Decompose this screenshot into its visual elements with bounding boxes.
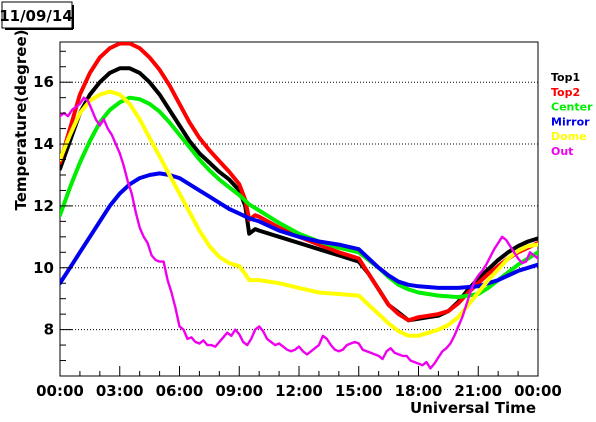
- series-line-dome: [60, 89, 538, 338]
- x-tick-label: 06:00: [156, 382, 204, 400]
- x-axis-title: Universal Time: [410, 399, 536, 417]
- x-tick-label: 12:00: [275, 382, 323, 400]
- x-tick-label: 00:00: [36, 382, 84, 400]
- x-tick-label: 21:00: [454, 382, 502, 400]
- date-label: 11/09/14: [0, 7, 73, 25]
- series-line-mirror: [60, 171, 538, 290]
- x-tick-label: 03:00: [96, 382, 144, 400]
- series-group: [60, 42, 538, 370]
- axes: 8 10 12 14 16 00:00 03:00 06:00 09:00 12:00 15:00 1…: [33, 50, 562, 400]
- y-tick-label: 8: [44, 321, 54, 339]
- y-tick-label: 16: [33, 73, 54, 91]
- legend-label-center: Center: [551, 101, 593, 114]
- y-tick-label: 14: [33, 135, 54, 153]
- series-line-out: [60, 96, 538, 370]
- legend-label-dome: Dome: [551, 130, 587, 143]
- x-tick-label: 09:00: [215, 382, 263, 400]
- date-box: [1, 1, 73, 29]
- legend-label-top2: Top2: [551, 86, 580, 99]
- x-tick-label: 00:00: [514, 382, 562, 400]
- legend-label-top1: Top1: [551, 71, 580, 84]
- plot-frame: [59, 41, 539, 377]
- y-tick-label: 12: [33, 197, 54, 215]
- legend-label-out: Out: [551, 145, 573, 158]
- x-tick-label: 15:00: [335, 382, 383, 400]
- y-axis-title: Temperature(degree): [12, 30, 30, 211]
- y-tick-label: 10: [33, 259, 54, 277]
- legend-label-mirror: Mirror: [551, 115, 590, 128]
- x-tick-label: 18:00: [395, 382, 443, 400]
